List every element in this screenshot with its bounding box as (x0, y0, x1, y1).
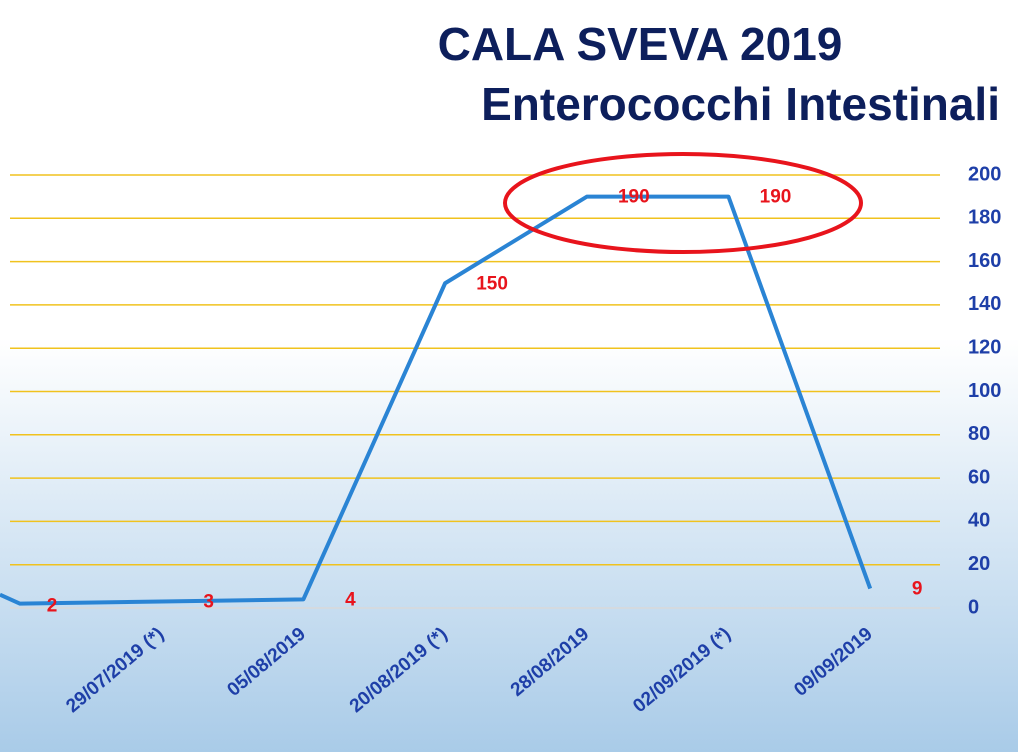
y-tick-label: 0 (968, 596, 979, 618)
y-tick-label: 40 (968, 510, 990, 532)
value-label: 190 (618, 187, 650, 208)
y-tick-label: 160 (968, 250, 1001, 272)
highlight-ellipse (503, 152, 863, 254)
value-label: 190 (760, 187, 792, 208)
data-line (0, 194, 873, 606)
value-label: 9 (912, 579, 923, 600)
value-label: 2 (47, 596, 58, 617)
y-tick-label: 100 (968, 380, 1001, 402)
y-tick-label: 200 (968, 163, 1001, 185)
y-tick-label: 140 (968, 293, 1001, 315)
value-label: 3 (203, 592, 214, 613)
y-tick-label: 20 (968, 553, 990, 575)
y-tick-label: 60 (968, 466, 990, 488)
y-tick-label: 180 (968, 207, 1001, 229)
chart-subtitle: Enterococchi Intestinali (481, 78, 1000, 130)
chart-title: CALA SVEVA 2019 (438, 18, 843, 70)
y-tick-label: 120 (968, 336, 1001, 358)
y-tick-label: 80 (968, 423, 990, 445)
value-label: 4 (345, 589, 356, 610)
value-label: 150 (476, 273, 508, 294)
